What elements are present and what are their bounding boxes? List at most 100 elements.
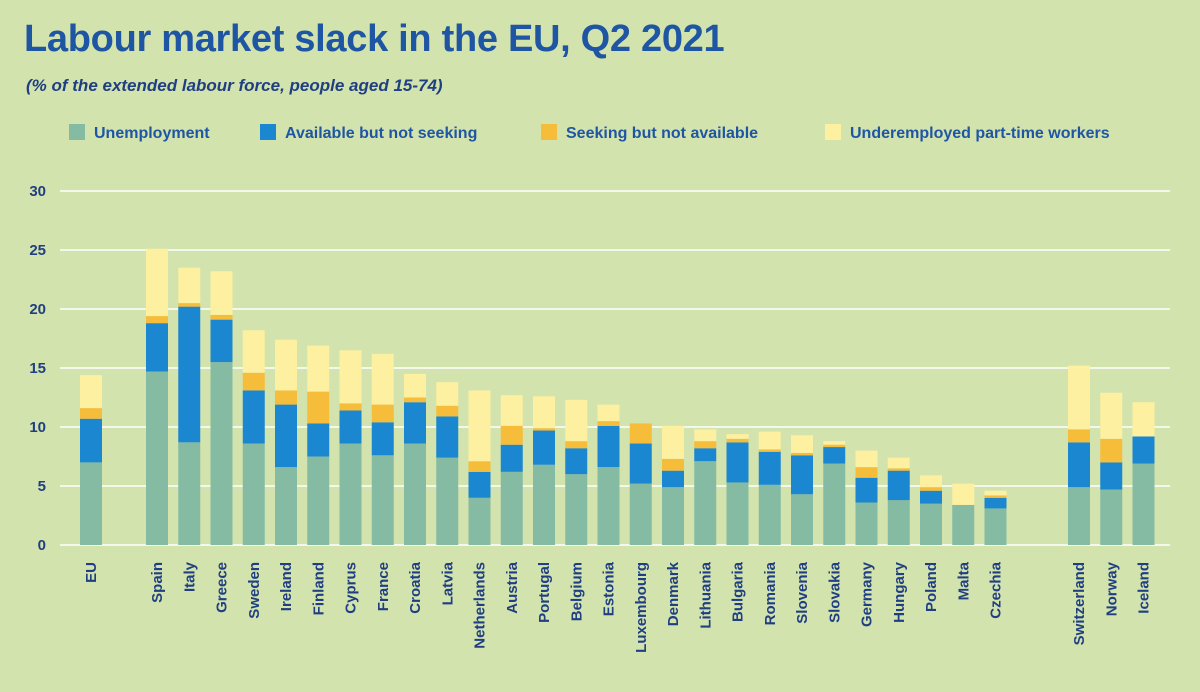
bar-sweden-underemployed-part-time-workers [242, 330, 265, 373]
bar-italy-available-but-not-seeking [178, 306, 201, 443]
bar-lithuania-unemployment [694, 461, 717, 545]
x-tick-label-slovenia: Slovenia [794, 561, 811, 623]
y-tick-label: 15 [29, 360, 46, 377]
bar-estonia-underemployed-part-time-workers [597, 404, 620, 422]
x-tick-label-hungary: Hungary [891, 561, 908, 623]
x-tick-label-norway: Norway [1103, 561, 1120, 616]
bar-latvia-unemployment [436, 457, 459, 545]
bar-ireland-unemployment [275, 467, 297, 545]
bar-slovakia-underemployed-part-time-workers [823, 441, 846, 445]
bar-estonia-seeking-but-not-available [597, 421, 620, 426]
x-axis-labels: EU Spain Italy Greece Sweden Ireland Finland Cy… [83, 561, 1153, 653]
x-tick-label-portugal: Portugal [536, 562, 553, 623]
bar-netherlands-seeking-but-not-available [468, 461, 491, 472]
bar-denmark-available-but-not-seeking [662, 470, 684, 488]
x-tick-label-germany: Germany [859, 561, 876, 627]
bar-latvia-seeking-but-not-available [436, 405, 459, 417]
y-tick-label: 20 [29, 301, 46, 318]
bar-austria-unemployment [500, 471, 523, 545]
bar-bulgaria-underemployed-part-time-workers [726, 434, 749, 439]
bar-netherlands-unemployment [468, 497, 491, 545]
bar-hungary-unemployment [887, 500, 910, 545]
bar-poland-available-but-not-seeking [920, 490, 942, 504]
bar-slovenia-seeking-but-not-available [791, 452, 813, 456]
bar-cyprus-underemployed-part-time-workers [339, 350, 362, 404]
bar-norway-available-but-not-seeking [1100, 462, 1123, 490]
bar-slovenia-available-but-not-seeking [791, 455, 813, 495]
bar-italy-unemployment [178, 442, 201, 545]
bar-spain-available-but-not-seeking [146, 323, 168, 372]
x-tick-label-cyprus: Cyprus [343, 562, 360, 614]
bar-spain-underemployed-part-time-workers [146, 248, 168, 317]
bar-austria-available-but-not-seeking [500, 444, 523, 472]
bar-switzerland-underemployed-part-time-workers [1068, 365, 1090, 430]
bar-croatia-unemployment [404, 443, 426, 545]
x-tick-label-greece: Greece [214, 562, 231, 613]
bar-slovenia-unemployment [791, 494, 813, 545]
y-tick-label: 5 [38, 478, 46, 495]
bar-czechia-available-but-not-seeking [984, 497, 1007, 509]
chart-subtitle: (% of the extended labour force, people … [26, 76, 443, 95]
legend-swatch-unemployment [69, 124, 85, 140]
x-tick-label-iceland: Iceland [1136, 562, 1153, 614]
bar-latvia-available-but-not-seeking [436, 416, 459, 458]
bar-germany-unemployment [855, 502, 878, 545]
x-tick-label-romania: Romania [762, 561, 779, 625]
bar-portugal-unemployment [533, 464, 555, 545]
legend-swatch-underemployed-part-time-workers [825, 124, 841, 140]
bar-germany-underemployed-part-time-workers [855, 450, 878, 468]
bar-eu-underemployed-part-time-workers [80, 375, 102, 409]
bar-sweden-unemployment [242, 443, 265, 545]
bar-france-unemployment [371, 455, 394, 545]
bar-spain-unemployment [146, 371, 168, 545]
bar-finland-underemployed-part-time-workers [307, 345, 330, 392]
bar-slovakia-unemployment [823, 463, 846, 545]
bar-czechia-underemployed-part-time-workers [984, 490, 1007, 496]
bar-ireland-seeking-but-not-available [275, 390, 297, 405]
x-tick-label-bulgaria: Bulgaria [730, 561, 747, 622]
bar-lithuania-seeking-but-not-available [694, 441, 717, 449]
bar-ireland-underemployed-part-time-workers [275, 339, 297, 391]
bar-france-underemployed-part-time-workers [371, 353, 394, 405]
bar-slovakia-seeking-but-not-available [823, 444, 846, 448]
bar-estonia-available-but-not-seeking [597, 425, 620, 468]
x-tick-label-italy: Italy [181, 561, 198, 592]
legend-swatch-available-but-not-seeking [260, 124, 276, 140]
y-tick-label: 25 [29, 242, 46, 259]
bar-italy-underemployed-part-time-workers [178, 267, 201, 304]
bar-norway-underemployed-part-time-workers [1100, 392, 1123, 439]
bar-sweden-available-but-not-seeking [242, 390, 265, 444]
bar-sweden-seeking-but-not-available [242, 372, 265, 391]
bar-czechia-unemployment [984, 508, 1007, 545]
bar-iceland-unemployment [1132, 463, 1155, 545]
bar-hungary-seeking-but-not-available [887, 468, 910, 471]
bar-switzerland-seeking-but-not-available [1068, 429, 1090, 443]
bar-portugal-seeking-but-not-available [533, 428, 555, 431]
bar-croatia-seeking-but-not-available [404, 397, 426, 403]
bar-france-available-but-not-seeking [371, 422, 394, 456]
bar-denmark-seeking-but-not-available [662, 458, 684, 471]
bar-czechia-seeking-but-not-available [984, 495, 1007, 498]
x-tick-label-belgium: Belgium [568, 562, 585, 621]
bar-belgium-underemployed-part-time-workers [565, 399, 588, 442]
bar-austria-seeking-but-not-available [500, 425, 523, 445]
bar-eu-available-but-not-seeking [80, 418, 102, 463]
bar-bulgaria-available-but-not-seeking [726, 442, 749, 483]
bar-bulgaria-seeking-but-not-available [726, 438, 749, 443]
x-tick-label-croatia: Croatia [407, 561, 424, 613]
bar-poland-seeking-but-not-available [920, 487, 942, 491]
bar-slovakia-available-but-not-seeking [823, 447, 846, 464]
bar-iceland-underemployed-part-time-workers [1132, 402, 1155, 437]
bar-romania-available-but-not-seeking [758, 451, 781, 485]
bar-belgium-seeking-but-not-available [565, 441, 588, 449]
bar-portugal-underemployed-part-time-workers [533, 396, 555, 429]
bar-denmark-underemployed-part-time-workers [662, 425, 684, 459]
bar-norway-seeking-but-not-available [1100, 438, 1123, 463]
bar-norway-unemployment [1100, 489, 1123, 545]
bar-austria-underemployed-part-time-workers [500, 395, 523, 426]
bar-lithuania-available-but-not-seeking [694, 448, 717, 462]
x-tick-label-netherlands: Netherlands [472, 562, 489, 649]
x-tick-label-poland: Poland [923, 562, 940, 612]
legend: Unemployment Available but not seeking S… [69, 124, 1110, 142]
